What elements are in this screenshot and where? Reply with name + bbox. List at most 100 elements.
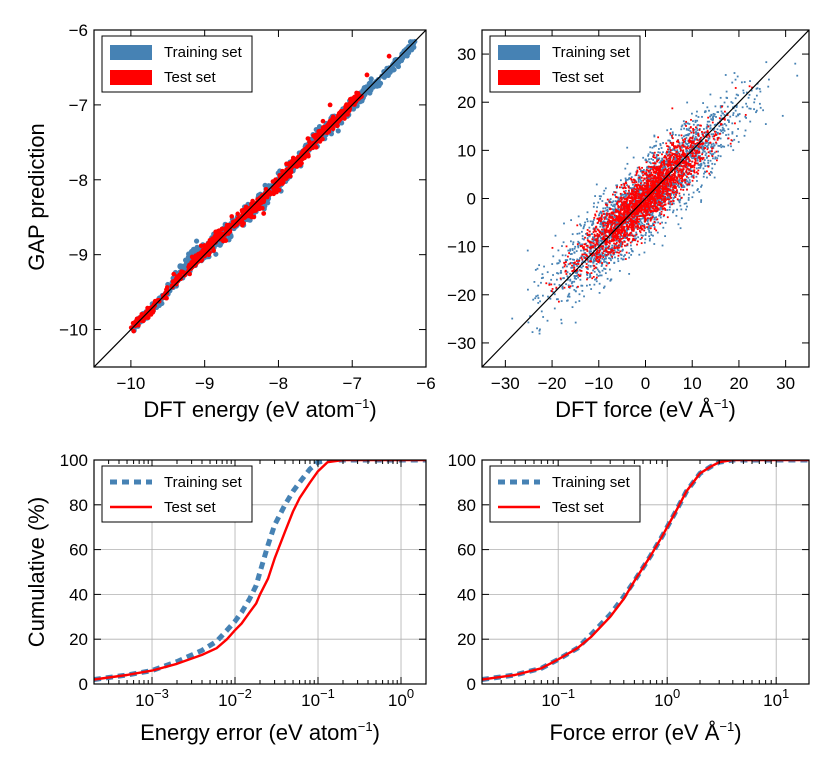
- scatter-point: [572, 285, 574, 287]
- scatter-point: [354, 91, 359, 96]
- scatter-point: [597, 233, 599, 235]
- scatter-point: [653, 219, 655, 221]
- scatter-point: [666, 209, 668, 211]
- scatter-point: [581, 290, 583, 292]
- scatter-point: [542, 316, 544, 318]
- scatter-point: [630, 254, 632, 256]
- scatter-point: [662, 151, 664, 153]
- scatter-point: [796, 75, 798, 77]
- scatter-point: [658, 215, 660, 217]
- scatter-point: [318, 129, 323, 134]
- scatter-point: [594, 271, 596, 273]
- scatter-point: [628, 257, 630, 259]
- scatter-point: [594, 195, 596, 197]
- scatter-point: [599, 223, 601, 225]
- scatter-point: [678, 141, 680, 143]
- scatter-point: [658, 148, 660, 150]
- scatter-point: [700, 199, 702, 201]
- scatter-point: [614, 194, 616, 196]
- scatter-point: [704, 132, 706, 134]
- scatter-point: [274, 190, 279, 195]
- scatter-point: [563, 277, 565, 279]
- scatter-point: [665, 160, 667, 162]
- scatter-point: [765, 123, 767, 125]
- scatter-point: [714, 152, 716, 154]
- legend-label-test: Test set: [164, 69, 217, 86]
- scatter-point: [637, 167, 639, 169]
- scatter-point: [593, 262, 595, 264]
- scatter-point: [586, 249, 588, 251]
- scatter-point: [622, 249, 624, 251]
- scatter-point: [584, 257, 586, 259]
- scatter-point: [612, 205, 614, 207]
- scatter-point: [641, 229, 643, 231]
- scatter-point: [670, 142, 672, 144]
- scatter-point: [590, 251, 592, 253]
- scatter-point: [575, 322, 577, 324]
- scatter-point: [716, 157, 718, 159]
- scatter-point: [567, 250, 569, 252]
- scatter-point: [675, 194, 677, 196]
- scatter-point: [727, 106, 729, 108]
- scatter-point: [702, 134, 704, 136]
- scatter-point: [547, 271, 549, 273]
- scatter-point: [736, 135, 738, 137]
- scatter-point: [640, 180, 642, 182]
- scatter-point: [731, 139, 733, 141]
- scatter-point: [620, 254, 622, 256]
- scatter-point: [586, 285, 588, 287]
- scatter-point: [651, 147, 653, 149]
- scatter-point: [706, 127, 708, 129]
- scatter-point: [554, 283, 556, 285]
- scatter-point: [678, 134, 680, 136]
- scatter-point: [606, 206, 608, 208]
- scatter-point: [587, 268, 589, 270]
- scatter-point: [572, 281, 574, 283]
- scatter-point: [680, 205, 682, 207]
- scatter-point: [729, 116, 731, 118]
- scatter-point: [568, 252, 570, 254]
- scatter-point: [336, 128, 341, 133]
- scatter-point: [570, 267, 572, 269]
- scatter-point: [174, 277, 179, 282]
- scatter-point: [593, 276, 595, 278]
- scatter-point: [710, 160, 712, 162]
- legend-swatch-test: [110, 70, 152, 85]
- scatter-point: [593, 254, 595, 256]
- scatter-point: [715, 116, 717, 118]
- scatter-point: [611, 257, 613, 259]
- scatter-point: [794, 63, 796, 65]
- scatter-point: [703, 146, 705, 148]
- scatter-point: [661, 147, 663, 149]
- scatter-point: [681, 156, 683, 158]
- scatter-point: [666, 129, 668, 131]
- scatter-point: [614, 256, 616, 258]
- scatter-point: [732, 102, 734, 104]
- scatter-point: [704, 165, 706, 167]
- scatter-point: [625, 179, 627, 181]
- scatter-point: [638, 166, 640, 168]
- scatter-point: [684, 123, 686, 125]
- scatter-point: [603, 190, 605, 192]
- scatter-point: [765, 61, 767, 63]
- scatter-point: [656, 156, 658, 158]
- scatter-point: [768, 79, 770, 81]
- scatter-point: [704, 159, 706, 161]
- scatter-point: [712, 157, 714, 159]
- scatter-point: [321, 119, 326, 124]
- scatter-point: [749, 80, 751, 82]
- scatter-point: [539, 330, 541, 332]
- scatter-point: [280, 181, 285, 186]
- scatter-point: [583, 253, 585, 255]
- scatter-point: [560, 270, 562, 272]
- scatter-point: [284, 176, 289, 181]
- scatter-point: [554, 308, 556, 310]
- scatter-point: [660, 217, 662, 219]
- scatter-point: [595, 231, 597, 233]
- scatter-point: [714, 163, 716, 165]
- scatter-point: [727, 145, 729, 147]
- scatter-point: [617, 258, 619, 260]
- x-axis-label-close: ): [369, 397, 376, 422]
- scatter-point: [590, 246, 592, 248]
- scatter-point: [726, 91, 728, 93]
